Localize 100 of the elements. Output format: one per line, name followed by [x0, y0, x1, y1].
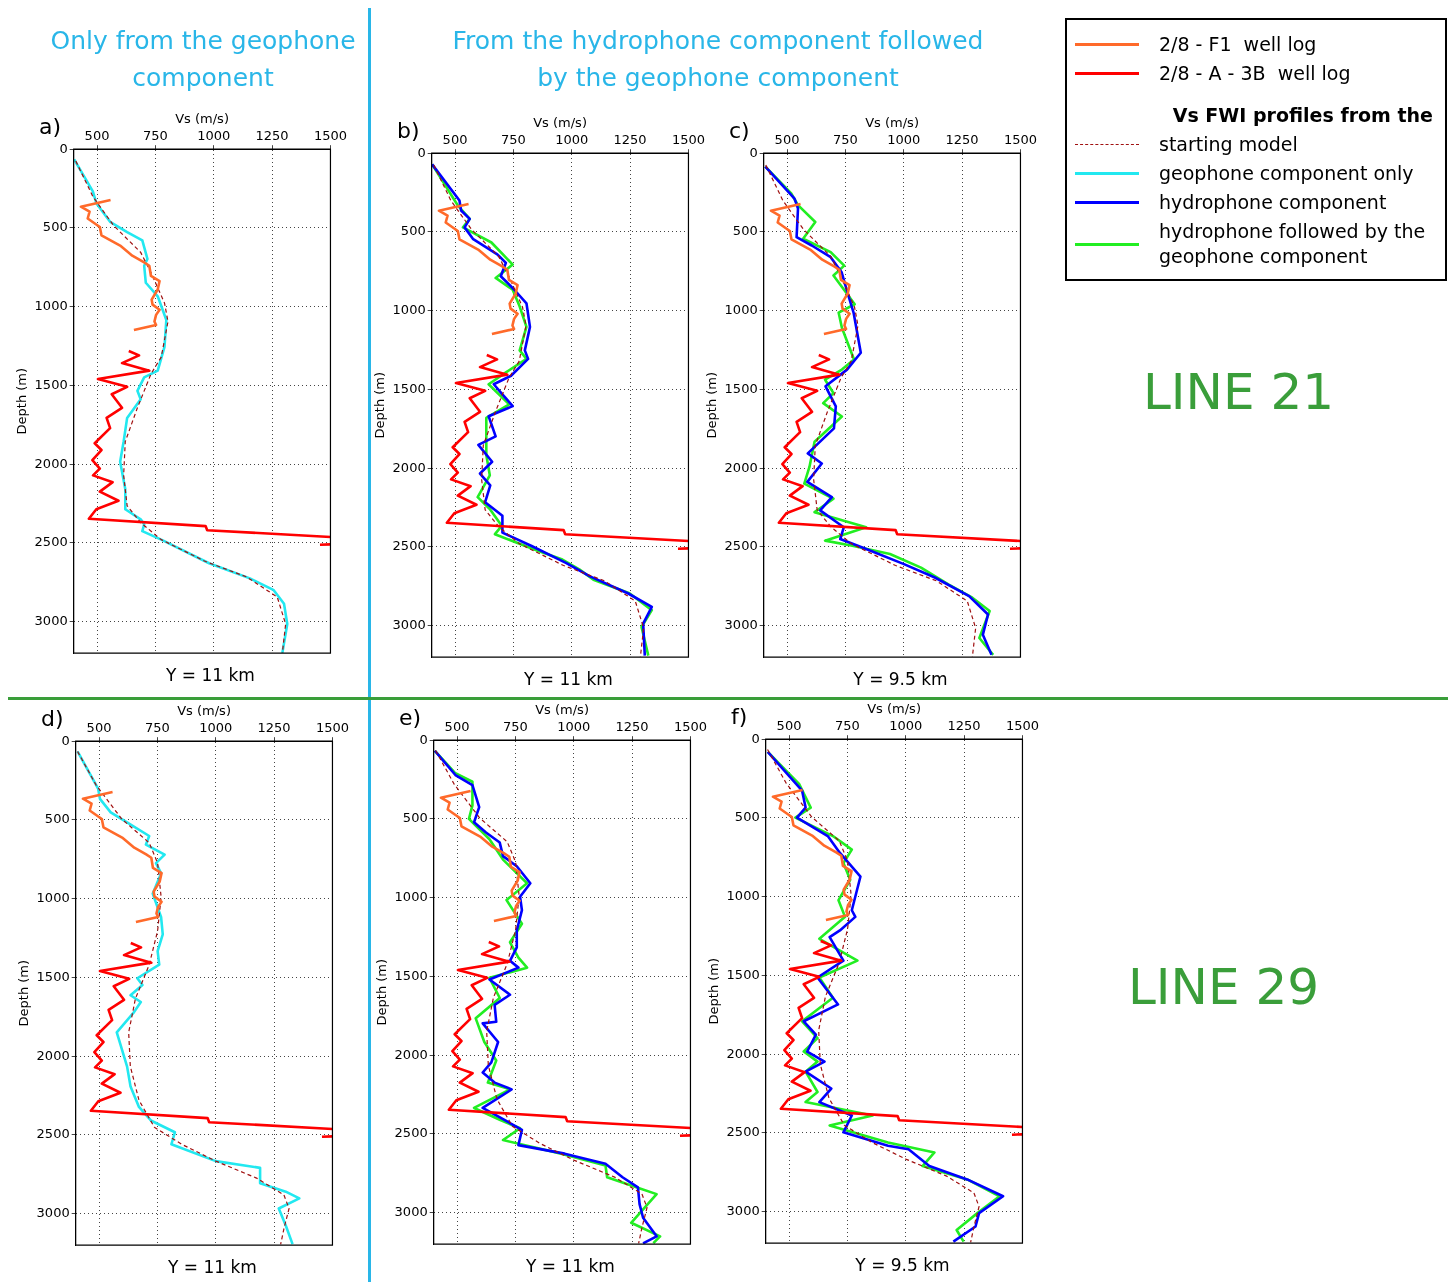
y-tick-label: 2500 — [36, 1126, 70, 1142]
x-tick-label: 1250 — [613, 131, 647, 147]
x-tick-label: 500 — [776, 717, 802, 733]
text: Y = 11 km — [165, 665, 256, 685]
y-tick-label: 1000 — [36, 890, 70, 906]
text: Y = 11 km — [167, 1257, 258, 1277]
x-tick-label: 1500 — [1005, 717, 1039, 733]
x-axis-title: Vs (m/s) — [535, 702, 589, 718]
y-tick-label: 500 — [402, 810, 428, 826]
y-tick-label: 1000 — [724, 302, 758, 318]
y-tick-label: 1000 — [34, 298, 68, 314]
x-axis-title: Vs (m/s) — [865, 115, 919, 131]
y-tick-label: 2000 — [392, 459, 426, 475]
x-tick-label: 500 — [774, 131, 800, 147]
x-tick-label: 1000 — [889, 717, 923, 733]
y-tick-label: 500 — [44, 811, 70, 827]
y-tick-label: 1500 — [36, 968, 70, 984]
x-tick-label: 750 — [502, 718, 528, 734]
y-tick-label: 1500 — [726, 966, 760, 982]
x-tick-label: 1500 — [315, 719, 349, 735]
chart-title: a) — [39, 114, 62, 139]
x-tick-label: 1500 — [673, 718, 707, 734]
x-tick-label: 500 — [442, 131, 468, 147]
text: LINE 21 — [1143, 363, 1335, 421]
x-tick-label: 1000 — [555, 131, 589, 147]
y-axis-title: Depth (m) — [14, 367, 30, 435]
y-tick-label: 3000 — [724, 617, 758, 633]
y-tick-label: 2500 — [392, 538, 426, 554]
text: Y = 9.5 km — [854, 1255, 951, 1275]
text: Y = 11 km — [523, 669, 614, 689]
x-tick-label: 1000 — [199, 719, 233, 735]
x-tick-label: 750 — [834, 717, 860, 733]
y-tick-label: 0 — [59, 140, 68, 156]
y-tick-label: 500 — [734, 809, 760, 825]
x-tick-label: 1500 — [671, 131, 705, 147]
y-axis-title: Depth (m) — [372, 371, 388, 439]
chart-subtitle: From the hydrophone component followed by the geophone component — [451, 25, 985, 94]
y-tick-label: 1000 — [392, 302, 426, 318]
x-tick-label: 500 — [444, 718, 470, 734]
y-tick-label: 2500 — [394, 1125, 428, 1141]
x-tick-label: 1500 — [313, 127, 347, 143]
y-axis-title: Depth (m) — [374, 958, 390, 1026]
y-tick-label: 2000 — [726, 1045, 760, 1061]
x-tick-label: 1500 — [1003, 131, 1037, 147]
x-tick-label: 750 — [500, 131, 526, 147]
chart-title: f) — [731, 704, 748, 729]
x-tick-label: 750 — [144, 719, 170, 735]
text: Y = 9.5 km — [852, 669, 949, 689]
legend-label: hydrophone followed by the geophone component — [1159, 219, 1427, 269]
legend-label: starting model — [1159, 132, 1298, 157]
y-tick-label: 500 — [732, 223, 758, 239]
chart-title: b) — [397, 118, 420, 143]
legend-title: Vs FWI profiles from the — [1171, 104, 1433, 126]
x-tick-label: 750 — [142, 127, 168, 143]
text: Y = 11 km — [525, 1256, 616, 1276]
x-tick-label: 1000 — [557, 718, 591, 734]
legend-label: geophone component only — [1159, 161, 1414, 186]
y-tick-label: 2500 — [724, 538, 758, 554]
chart-title: d) — [41, 706, 64, 731]
x-axis-title: Vs (m/s) — [533, 115, 587, 131]
y-tick-label: 2500 — [726, 1124, 760, 1140]
y-tick-label: 3000 — [392, 617, 426, 633]
x-tick-label: 500 — [84, 127, 110, 143]
x-tick-label: 750 — [832, 131, 858, 147]
y-tick-label: 1500 — [394, 967, 428, 983]
y-tick-label: 0 — [751, 730, 760, 746]
x-tick-label: 1250 — [615, 718, 649, 734]
x-tick-label: 1000 — [197, 127, 231, 143]
y-tick-label: 2000 — [394, 1046, 428, 1062]
y-tick-label: 3000 — [34, 613, 68, 629]
y-tick-label: 500 — [42, 219, 68, 235]
y-tick-label: 3000 — [726, 1203, 760, 1219]
text: LINE 29 — [1128, 958, 1320, 1016]
y-axis-title: Depth (m) — [706, 957, 722, 1025]
y-tick-label: 2500 — [34, 534, 68, 550]
y-tick-label: 0 — [419, 731, 428, 747]
y-tick-label: 1500 — [34, 376, 68, 392]
legend-label: 2/8 - A - 3B well log — [1159, 61, 1351, 86]
legend-label: 2/8 - F1 well log — [1159, 32, 1317, 57]
y-tick-label: 0 — [61, 732, 70, 748]
x-tick-label: 500 — [86, 719, 112, 735]
chart-title: e) — [399, 705, 422, 730]
x-axis-title: Vs (m/s) — [177, 703, 231, 719]
y-tick-label: 1000 — [726, 888, 760, 904]
x-tick-label: 1000 — [887, 131, 921, 147]
x-tick-label: 1250 — [947, 717, 981, 733]
y-tick-label: 2000 — [724, 459, 758, 475]
legend-label: hydrophone component — [1159, 190, 1387, 215]
y-axis-title: Depth (m) — [704, 371, 720, 439]
x-axis-title: Vs (m/s) — [867, 701, 921, 717]
y-tick-label: 3000 — [36, 1205, 70, 1221]
y-tick-label: 0 — [417, 144, 426, 160]
y-tick-label: 2000 — [34, 455, 68, 471]
y-tick-label: 1000 — [394, 889, 428, 905]
x-tick-label: 1250 — [945, 131, 979, 147]
y-tick-label: 0 — [749, 144, 758, 160]
y-tick-label: 1500 — [392, 380, 426, 396]
y-axis-title: Depth (m) — [16, 959, 32, 1027]
x-tick-label: 1250 — [255, 127, 289, 143]
x-axis-title: Vs (m/s) — [175, 111, 229, 127]
